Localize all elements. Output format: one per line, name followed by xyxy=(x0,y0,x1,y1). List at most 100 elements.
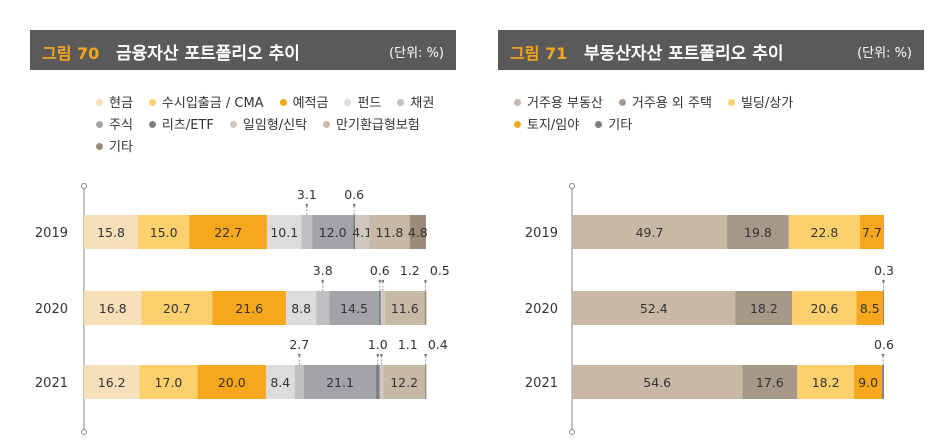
legend-swatch xyxy=(229,121,237,128)
data-label: 4.1 xyxy=(352,225,372,240)
legend-swatch xyxy=(148,121,156,128)
data-label: 20.7 xyxy=(163,301,191,316)
bar-segment xyxy=(294,365,304,399)
real-estate-panel: 그림 71 부동산자산 포트폴리오 추이 (단위: %) 거주용 부동산 거주용 … xyxy=(488,0,936,448)
legend-item: 거주용 외 주택 xyxy=(618,92,712,111)
bar-segment xyxy=(378,291,381,325)
bar-segment xyxy=(197,365,266,399)
data-label: 8.8 xyxy=(291,301,311,316)
bar-segment xyxy=(424,365,427,399)
legend-item: 펀드 xyxy=(344,92,381,111)
legend-item: 리츠/ETF xyxy=(148,114,214,133)
data-label: 4.8 xyxy=(408,225,428,240)
financial-asset-panel: 그림 70 금융자산 포트폴리오 추이 (단위: %) 현금 수시입출금 / CM… xyxy=(20,0,468,448)
legend-label: 채권 xyxy=(410,96,435,111)
bar-segment xyxy=(742,365,798,399)
data-label: 12.0 xyxy=(319,225,347,240)
bar-segment xyxy=(265,365,295,399)
chart-legend: 거주용 부동산 거주용 외 주택 빌딩/상가토지/임야 기타 xyxy=(514,92,874,136)
bar-segment xyxy=(383,365,425,399)
bar-segment xyxy=(376,365,380,399)
leader-dot xyxy=(424,353,427,357)
data-label: 21.6 xyxy=(235,301,263,316)
legend-swatch xyxy=(279,99,287,106)
data-label: 22.8 xyxy=(810,225,838,240)
legend-swatch xyxy=(323,121,331,128)
data-label: 20.6 xyxy=(810,301,838,316)
bar-segment xyxy=(727,215,789,249)
year-tick-label: 2021 xyxy=(35,376,68,391)
legend-item: 거주용 부동산 xyxy=(514,92,603,111)
data-label: 7.7 xyxy=(862,225,882,240)
data-label: 2.7 xyxy=(289,337,309,352)
legend-label: 주식 xyxy=(109,118,133,133)
data-label: 49.7 xyxy=(636,225,664,240)
legend-swatch xyxy=(618,99,626,106)
year-tick-label: 2020 xyxy=(35,302,68,317)
bar-segment xyxy=(424,291,427,325)
bar-segment xyxy=(409,215,426,249)
data-label: 11.8 xyxy=(375,225,403,240)
bar-segment xyxy=(141,291,213,325)
legend-item: 빌딩/상가 xyxy=(727,92,794,111)
bar-segment xyxy=(859,215,884,249)
legend-label: 거주용 부동산 xyxy=(527,96,603,111)
data-label: 21.1 xyxy=(326,375,354,390)
chart-title: 금융자산 포트폴리오 추이 xyxy=(116,44,300,64)
legend-item: 채권 xyxy=(397,92,434,111)
data-label: 14.5 xyxy=(340,301,368,316)
data-label: 1.0 xyxy=(368,337,388,352)
bar-segment xyxy=(301,215,313,249)
bar-segment xyxy=(379,365,384,399)
data-label: 54.6 xyxy=(643,375,671,390)
legend-item: 만기환급형보험 xyxy=(323,114,420,133)
data-label: 0.6 xyxy=(874,337,894,352)
legend-swatch xyxy=(514,99,521,106)
legend-item: 일임형/신탁 xyxy=(229,114,307,133)
data-label: 0.6 xyxy=(344,187,364,202)
year-tick-label: 2020 xyxy=(525,302,558,317)
axis-cap xyxy=(569,429,575,435)
real-estate-chart: 2019 49.7 19.8 22.8 7.7 2020 52.4 18.2 20.6 8.5 0.… xyxy=(525,183,894,435)
data-label: 1.2 xyxy=(400,263,420,278)
chart-title-bar: 그림 71 부동산자산 포트폴리오 추이 (단위: %) xyxy=(498,30,924,70)
bar-segment xyxy=(735,291,793,325)
legend-item: 수시입출금 / CMA xyxy=(148,92,264,111)
data-label: 15.8 xyxy=(97,225,125,240)
leader-dot xyxy=(881,353,885,357)
legend-label: 펀드 xyxy=(357,96,382,111)
bar-segment xyxy=(84,365,140,399)
data-label: 18.2 xyxy=(750,301,778,316)
leader-dot xyxy=(424,279,427,283)
data-label: 19.8 xyxy=(744,225,772,240)
bar-segment xyxy=(355,215,370,249)
data-label: 22.7 xyxy=(214,225,242,240)
leader-dot xyxy=(378,279,382,283)
data-label: 0.4 xyxy=(428,337,448,352)
legend-label: 수시입출금 / CMA xyxy=(161,96,264,111)
leader-dot xyxy=(352,203,356,207)
year-tick-label: 2019 xyxy=(35,226,68,241)
legend-label: 기타 xyxy=(109,140,133,155)
data-label: 8.4 xyxy=(270,375,290,390)
bar-segment xyxy=(266,215,302,249)
data-label: 3.1 xyxy=(297,187,317,202)
data-label: 20.0 xyxy=(218,375,246,390)
bar-segment xyxy=(380,291,385,325)
legend-item: 현금 xyxy=(96,92,133,111)
bar-segment xyxy=(312,215,354,249)
legend-swatch xyxy=(397,99,405,106)
bar-segment xyxy=(303,365,377,399)
legend-swatch xyxy=(514,121,521,128)
legend-label: 빌딩/상가 xyxy=(740,96,794,111)
year-tick-label: 2019 xyxy=(525,226,558,241)
unit-label: (단위: %) xyxy=(857,46,912,61)
year-tick-label: 2021 xyxy=(525,376,558,391)
bar-segment xyxy=(883,291,884,325)
bar-segment xyxy=(384,291,425,325)
legend-swatch xyxy=(344,99,352,106)
legend-item: 기타 xyxy=(595,114,632,133)
bar-segment xyxy=(84,215,139,249)
legend-swatch xyxy=(96,99,103,106)
data-label: 8.5 xyxy=(860,301,880,316)
